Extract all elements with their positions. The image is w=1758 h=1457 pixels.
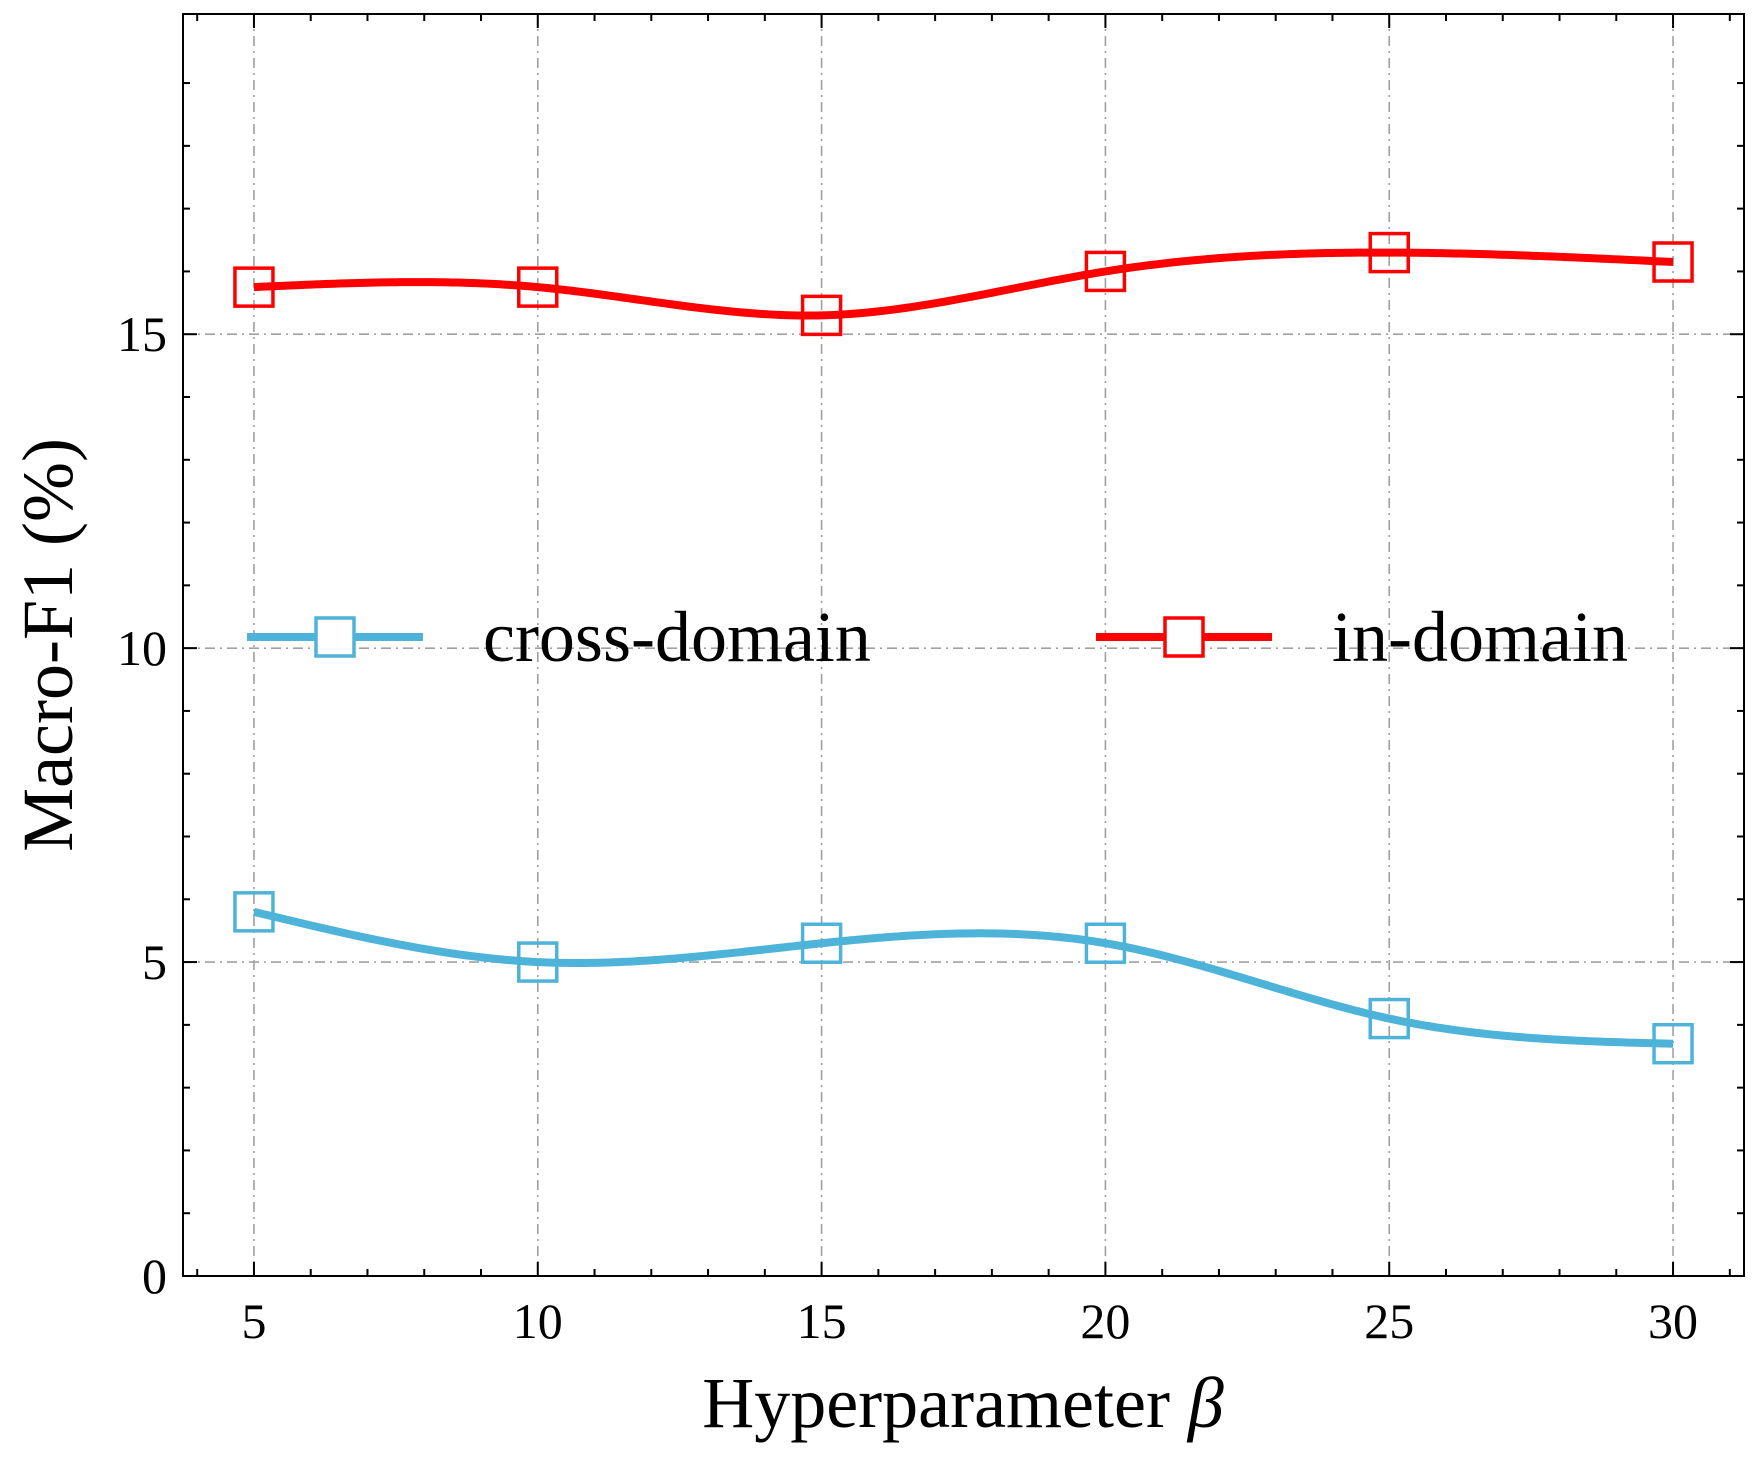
series-line-cross-domain: [253, 907, 1674, 1048]
grid: [183, 14, 1744, 1276]
data-point-marker: [800, 294, 843, 337]
series-line-in-domain: [253, 248, 1674, 320]
x-axis-title-symbol: β: [1186, 1363, 1224, 1443]
y-axis-title: Macro-F1 (%): [8, 438, 88, 852]
data-point-marker: [1368, 997, 1410, 1040]
y-tick-label: 5: [142, 934, 167, 990]
legend: cross-domain in-domain: [247, 597, 1628, 677]
x-tick-label: 20: [1080, 1293, 1130, 1349]
legend-item-cross-domain: cross-domain: [247, 597, 871, 677]
ticks: 5 10 15 20 25 30 0 5 10 15: [117, 14, 1744, 1349]
series-layer: [233, 231, 1694, 1065]
x-axis-title: Hyperparameter β: [702, 1363, 1224, 1443]
x-tick-label: 25: [1364, 1293, 1414, 1349]
data-point-marker: [517, 941, 559, 983]
legend-label: in-domain: [1332, 597, 1628, 677]
legend-marker-swatch: [314, 616, 356, 658]
x-axis-title-text: Hyperparameter: [702, 1363, 1188, 1443]
data-point-marker: [517, 266, 559, 308]
data-point-marker: [233, 266, 275, 308]
series-in-domain: [233, 231, 1694, 337]
x-tick-label: 30: [1648, 1293, 1698, 1349]
data-point-marker: [1652, 241, 1694, 283]
y-tick-label: 0: [142, 1248, 167, 1304]
data-point-marker: [1084, 922, 1127, 964]
x-tick-label: 10: [513, 1293, 563, 1349]
series-cross-domain: [233, 891, 1694, 1065]
data-point-marker: [800, 922, 843, 964]
x-tick-label: 5: [241, 1293, 266, 1349]
x-tick-label: 15: [797, 1293, 847, 1349]
data-point-marker: [1368, 231, 1410, 274]
y-tick-label: 10: [117, 620, 167, 676]
legend-item-in-domain: in-domain: [1096, 597, 1628, 677]
data-point-marker: [1652, 1022, 1694, 1065]
plot-area-frame: [182, 13, 1745, 1277]
data-point-marker: [1084, 250, 1127, 293]
legend-marker-swatch: [1163, 616, 1205, 658]
legend-label: cross-domain: [483, 597, 871, 677]
y-tick-label: 15: [117, 306, 167, 362]
data-point-marker: [233, 891, 275, 933]
